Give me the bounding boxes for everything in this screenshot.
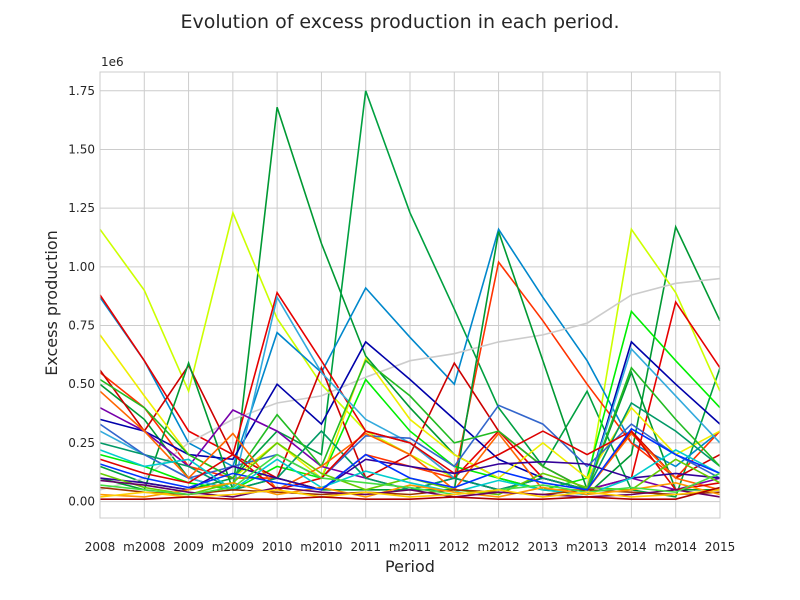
x-tick-label: 2008 xyxy=(85,540,116,554)
series-line-24 xyxy=(99,481,721,498)
x-tick-label: 2013 xyxy=(528,540,559,554)
series-line-18 xyxy=(99,390,721,491)
y-tick-label: 0.50 xyxy=(68,377,95,391)
series-line-4 xyxy=(99,227,721,468)
y-tick-label: 0.00 xyxy=(68,495,95,509)
series-line-8 xyxy=(99,340,721,491)
series-line-27 xyxy=(99,453,721,496)
y-tick-label: 1.75 xyxy=(68,84,95,98)
x-tick-label: m2010 xyxy=(300,540,342,554)
series-line-19 xyxy=(99,430,721,491)
y-axis-title: Excess production xyxy=(42,230,61,376)
series-line-28 xyxy=(99,488,721,498)
x-axis-title: Period xyxy=(385,557,435,576)
x-tick-labels: 2008 m2008 2009 m2009 2010 m2010 2011 m2011 2012… xyxy=(85,540,736,554)
x-tick-label: 2012 xyxy=(439,540,470,554)
y-tick-label: 1.25 xyxy=(68,201,95,215)
series-line-7 xyxy=(99,277,721,491)
plot-frame xyxy=(99,71,721,519)
x-tick-label: m2008 xyxy=(123,540,165,554)
y-tick-label: 1.50 xyxy=(68,142,95,156)
x-tick-label: m2013 xyxy=(566,540,608,554)
x-tick-label: 2009 xyxy=(173,540,204,554)
series-line-9 xyxy=(99,309,721,491)
chart-title: Evolution of excess production in each p… xyxy=(180,11,619,33)
x-tick-label: m2012 xyxy=(477,540,519,554)
x-tick-label: m2011 xyxy=(389,540,431,554)
x-tick-label: m2009 xyxy=(212,540,254,554)
y-tick-label: 1.00 xyxy=(68,260,95,274)
y-tick-label: 0.25 xyxy=(68,436,95,450)
x-tick-label: 2010 xyxy=(262,540,293,554)
x-tick-label: 2015 xyxy=(705,540,736,554)
series-group xyxy=(99,90,721,501)
x-tick-label: m2014 xyxy=(655,540,697,554)
y-tick-labels: 0.00 0.25 0.50 0.75 1.00 1.25 1.50 1.75 xyxy=(68,84,95,509)
y-offset-label: 1e6 xyxy=(101,55,124,69)
y-tick-label: 0.75 xyxy=(68,319,95,333)
x-tick-label: 2011 xyxy=(350,540,381,554)
x-tick-label: 2014 xyxy=(616,540,647,554)
series-line-22 xyxy=(99,448,721,496)
series-line-29 xyxy=(100,486,721,501)
series-line-26 xyxy=(99,427,721,491)
